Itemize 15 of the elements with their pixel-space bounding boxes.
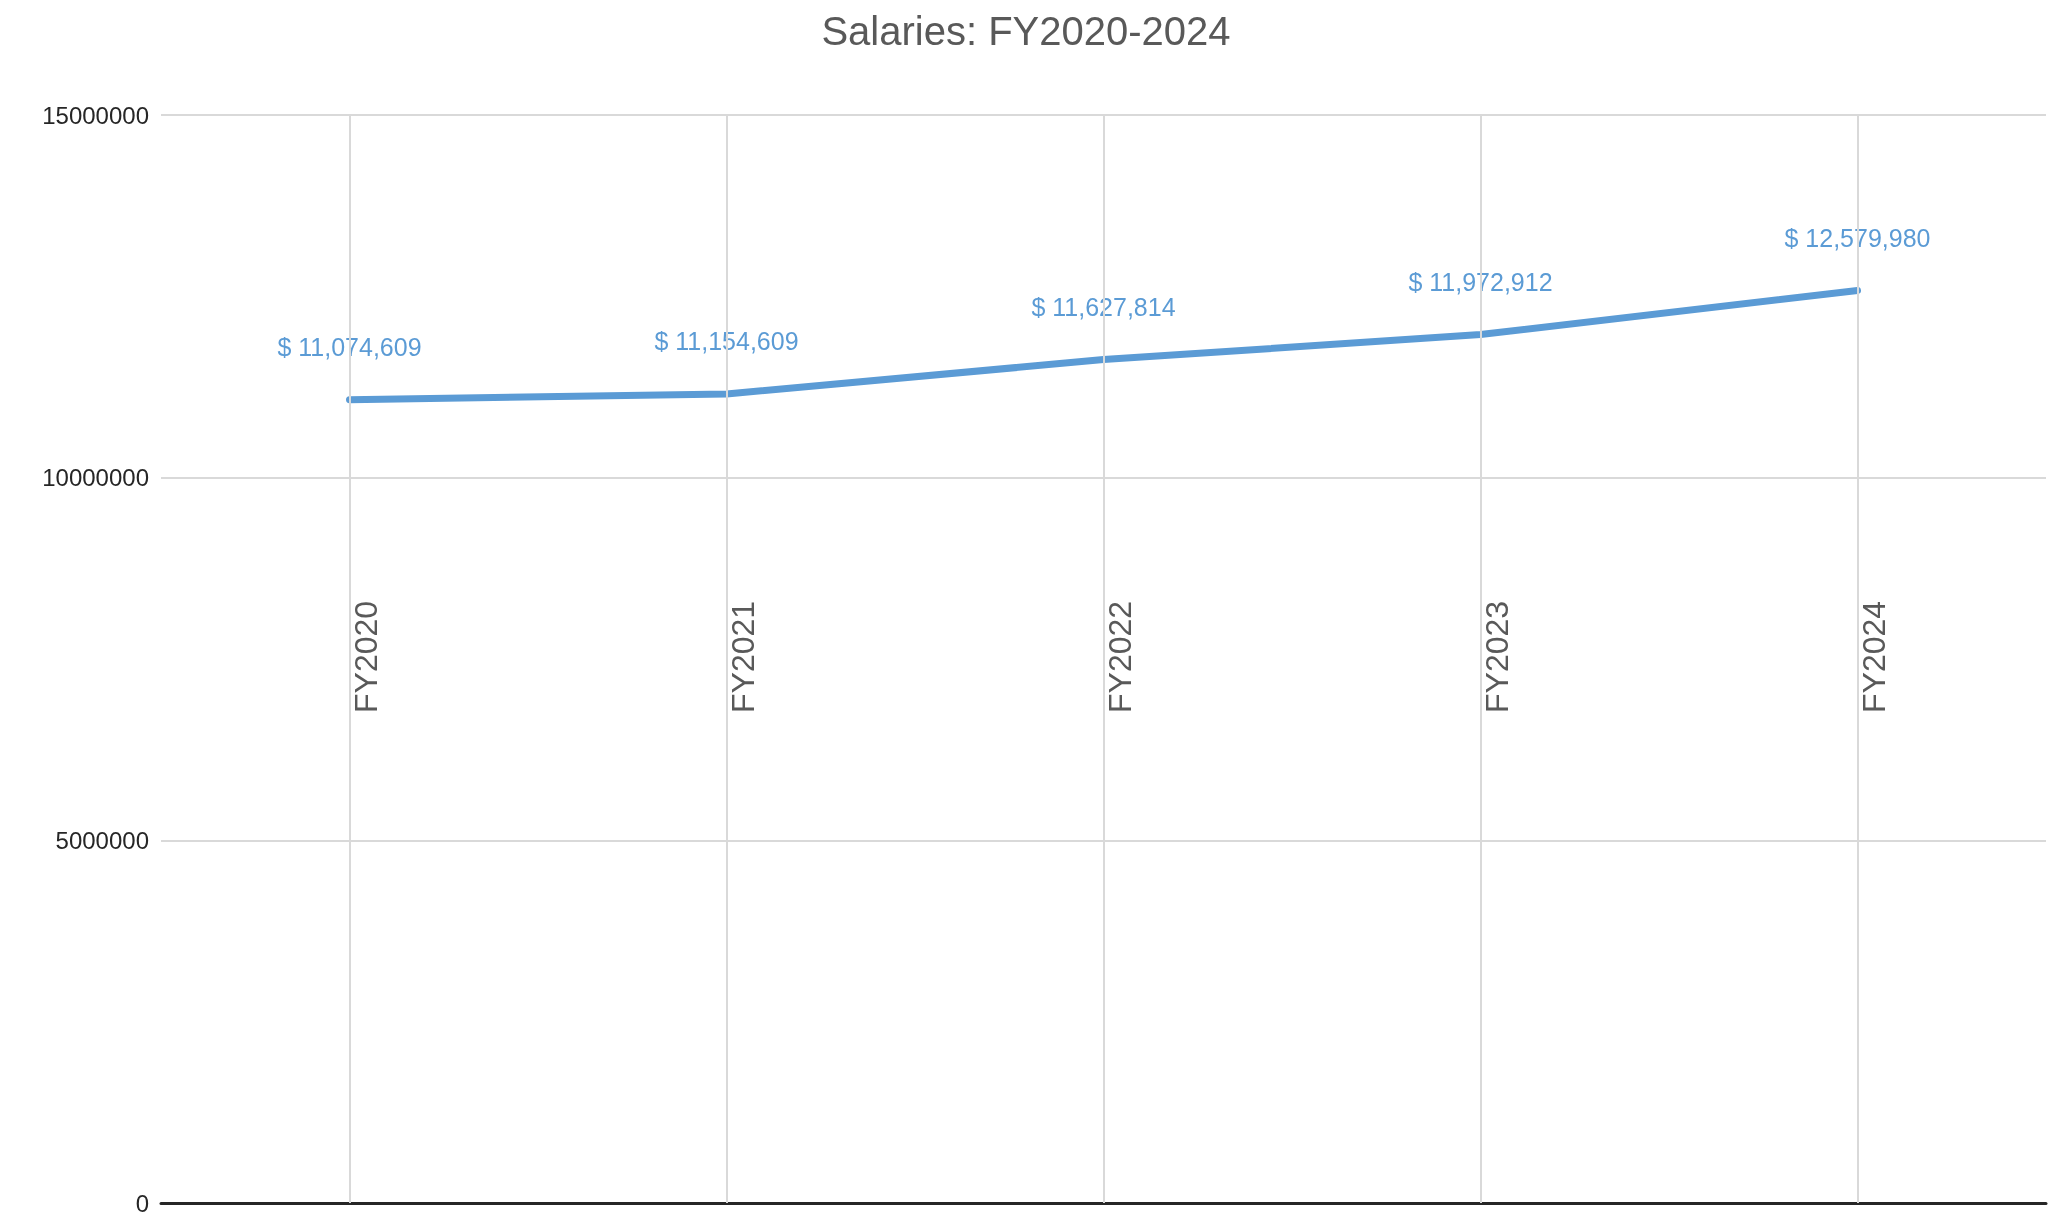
x-tick-label: FY2023 [1478, 600, 1515, 713]
chart-title: Salaries: FY2020-2024 [821, 9, 1231, 53]
data-label: $ 12,579,980 [1784, 224, 1931, 253]
y-tick-label: 10000000 [42, 464, 149, 492]
y-tick-label: 15000000 [42, 101, 149, 129]
data-label: $ 11,627,814 [1031, 293, 1176, 322]
y-tick-label: 0 [135, 1189, 149, 1215]
x-tick-label: FY2021 [724, 600, 761, 713]
x-tick-label: FY2020 [347, 600, 384, 713]
data-label: $ 11,154,609 [654, 327, 799, 356]
x-tick-label: FY2024 [1855, 600, 1892, 713]
data-label: $ 11,074,609 [277, 333, 422, 362]
x-tick-label: FY2022 [1101, 600, 1138, 713]
y-tick-label: 5000000 [55, 826, 149, 854]
data-label: $ 11,972,912 [1408, 268, 1553, 297]
